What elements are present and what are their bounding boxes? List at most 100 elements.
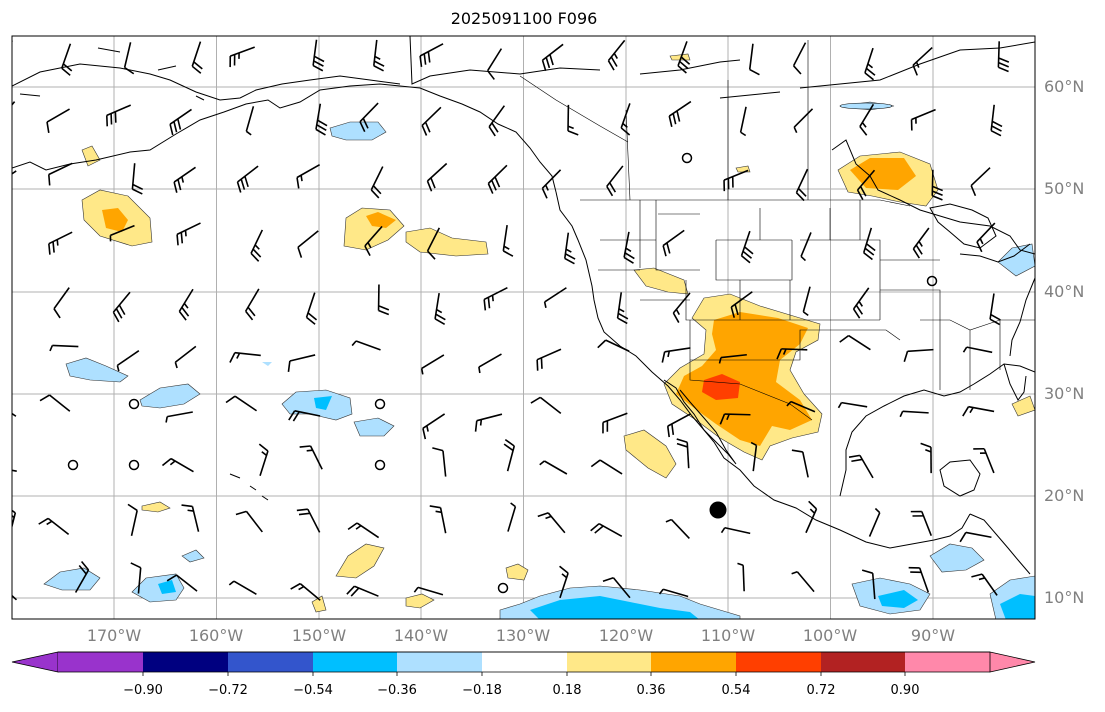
- wind-barb: [537, 512, 566, 534]
- wind-barb: [658, 588, 689, 598]
- wind-barb: [229, 46, 255, 68]
- wind-barb: [420, 354, 445, 375]
- wind-barb: [848, 454, 874, 479]
- colorbar-tick-label: −0.90: [123, 683, 163, 698]
- calm-wind-marker: [128, 459, 140, 471]
- latitude-label: 40°N: [1044, 282, 1085, 301]
- negative-anomaly-region: [262, 362, 272, 366]
- wind-barb: [666, 413, 692, 438]
- wind-barb: [245, 106, 255, 136]
- wind-barb: [39, 394, 71, 412]
- wind-barb: [563, 232, 576, 265]
- colorbar-tick-label: −0.54: [293, 683, 333, 698]
- colorbar-bin: [313, 652, 397, 672]
- wind-barb: [908, 566, 930, 593]
- calm-wind-marker: [926, 275, 938, 287]
- map-title: 2025091100 F096: [450, 9, 598, 28]
- wind-barb: [668, 100, 692, 127]
- wind-barb: [730, 291, 753, 318]
- colorbar-bin: [143, 652, 228, 672]
- colorbar-bin: [821, 652, 905, 672]
- wind-barb: [487, 164, 508, 194]
- latitude-label: 60°N: [1044, 77, 1085, 96]
- wind-barb: [912, 46, 933, 76]
- wind-barb: [474, 413, 503, 432]
- wind-barb: [723, 169, 749, 192]
- positive-anomaly-region: [1011, 395, 1035, 417]
- wind-barb: [791, 449, 809, 478]
- calm-wind-marker: [374, 398, 386, 410]
- wind-barb: [351, 340, 381, 351]
- wind-barb: [776, 348, 808, 360]
- wind-barb: [426, 227, 441, 260]
- wind-barb: [962, 346, 993, 354]
- hawaii: [229, 473, 269, 501]
- wind-barb: [602, 576, 631, 599]
- colorbar-bin: [482, 652, 567, 672]
- wind-barb: [258, 443, 269, 476]
- wind-barb: [837, 401, 868, 409]
- wind-barb: [990, 104, 1003, 137]
- wind-barb: [792, 42, 807, 75]
- wind-barb: [676, 438, 690, 469]
- wind-barb: [49, 344, 79, 352]
- colorbar-bin: [58, 652, 143, 672]
- colorbar-extend-high: [989, 651, 1036, 673]
- calm-wind-marker: [67, 459, 79, 471]
- alaska-north-coast: [12, 63, 401, 101]
- wind-barb: [426, 162, 448, 192]
- wind-barb: [250, 229, 264, 262]
- wind-barb: [862, 227, 876, 261]
- negative-anomaly-region: [929, 543, 985, 573]
- wind-barb: [161, 457, 194, 473]
- wind-barb: [719, 413, 751, 425]
- wind-barb: [312, 39, 325, 72]
- wind-barb: [567, 104, 579, 136]
- colorbar-bin: [567, 652, 651, 672]
- great-lakes: [929, 203, 1031, 263]
- wind-barb: [413, 586, 444, 596]
- wind-barb: [597, 339, 630, 352]
- wind-barb: [123, 42, 135, 75]
- negative-anomaly-region: [329, 121, 387, 141]
- wind-barb: [372, 39, 385, 72]
- wind-barb: [347, 522, 380, 539]
- wind-barb: [421, 106, 442, 136]
- plot-frame: [11, 35, 1036, 620]
- wind-barb: [130, 562, 142, 594]
- wind-barb: [53, 287, 70, 319]
- longitude-label: 150°W: [291, 626, 347, 645]
- wind-barb: [346, 585, 379, 597]
- wind-barb: [607, 39, 626, 71]
- wind-barb: [539, 460, 568, 475]
- colorbar-bin: [905, 652, 990, 672]
- wind-barb: [737, 562, 745, 592]
- latitude-label: 10°N: [1044, 588, 1085, 607]
- wind-barb: [429, 505, 447, 534]
- political-borders: [519, 40, 1035, 421]
- wind-barb: [864, 47, 876, 81]
- wind-barb: [541, 43, 564, 71]
- canada-arctic-coast: [409, 36, 1035, 99]
- alaska-islands: [19, 47, 205, 101]
- calm-wind-marker: [128, 398, 140, 410]
- wind-barb: [665, 518, 690, 539]
- wind-barb: [166, 574, 198, 592]
- negative-anomaly-region: [530, 596, 699, 619]
- strong-positive-anomaly-region: [702, 374, 740, 400]
- wind-barb: [483, 286, 508, 311]
- wind-barb: [541, 169, 562, 199]
- wind-barb: [48, 162, 73, 186]
- wind-barb: [856, 169, 876, 201]
- wind-barb: [165, 411, 193, 423]
- wind-barb: [602, 412, 628, 434]
- wind-barb: [661, 347, 691, 363]
- wind-barb: [109, 224, 135, 242]
- wind-barb: [370, 166, 384, 199]
- colorbar-bin: [397, 652, 482, 672]
- colorbar-bin: [651, 652, 736, 672]
- wind-barb: [131, 163, 144, 195]
- baja-california: [663, 379, 737, 465]
- positive-anomaly-region: [633, 267, 689, 295]
